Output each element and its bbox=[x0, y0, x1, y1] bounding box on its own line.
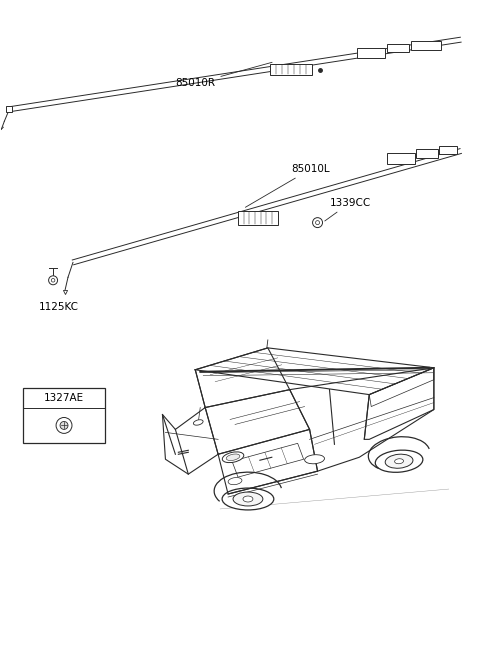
Bar bbox=[411, 41, 441, 50]
Bar bbox=[416, 149, 438, 158]
Circle shape bbox=[48, 276, 58, 285]
Bar bbox=[439, 146, 457, 154]
Ellipse shape bbox=[305, 455, 324, 464]
Circle shape bbox=[60, 421, 68, 430]
Ellipse shape bbox=[228, 478, 242, 485]
Ellipse shape bbox=[222, 488, 274, 510]
Bar bbox=[23, 388, 105, 443]
Circle shape bbox=[315, 220, 320, 224]
Text: 1339CC: 1339CC bbox=[325, 197, 371, 221]
Bar bbox=[238, 211, 278, 224]
Ellipse shape bbox=[226, 454, 240, 461]
Bar bbox=[357, 48, 385, 58]
Text: 85010L: 85010L bbox=[245, 164, 330, 207]
Ellipse shape bbox=[233, 492, 263, 506]
Text: 1327AE: 1327AE bbox=[44, 392, 84, 403]
Ellipse shape bbox=[385, 454, 413, 468]
Text: 85010R: 85010R bbox=[175, 62, 272, 89]
Circle shape bbox=[312, 218, 323, 228]
Bar bbox=[387, 153, 415, 164]
Ellipse shape bbox=[222, 452, 244, 462]
Ellipse shape bbox=[375, 450, 423, 472]
Ellipse shape bbox=[243, 496, 253, 502]
Ellipse shape bbox=[395, 459, 404, 464]
Text: 1125KC: 1125KC bbox=[39, 302, 79, 312]
Circle shape bbox=[51, 279, 55, 282]
Bar bbox=[270, 64, 312, 75]
Circle shape bbox=[56, 417, 72, 434]
Ellipse shape bbox=[193, 420, 203, 425]
Bar bbox=[387, 44, 409, 52]
